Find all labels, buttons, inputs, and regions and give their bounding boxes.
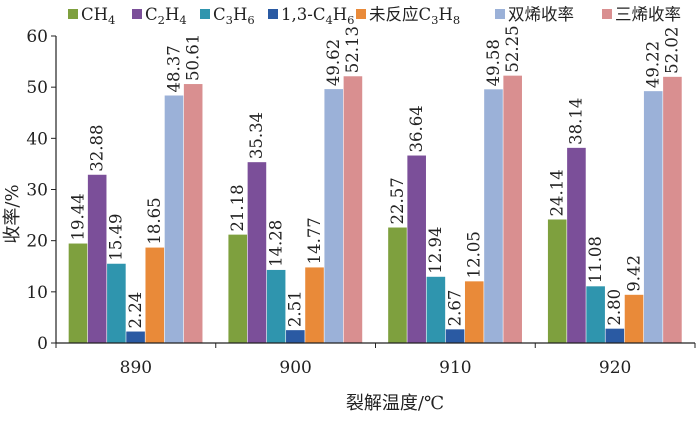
- bar: [266, 269, 286, 343]
- bar: [145, 247, 165, 343]
- bar: [547, 219, 567, 343]
- y-tick-label: 60: [26, 27, 48, 47]
- bar: [484, 89, 503, 343]
- x-tick-label: 900: [279, 358, 311, 378]
- data-label: 15.49: [107, 213, 126, 260]
- y-tick-label: 0: [37, 334, 48, 354]
- legend-label: 1,3-C4H6: [281, 5, 355, 27]
- bar: [126, 331, 145, 343]
- y-tick-label: 30: [26, 181, 48, 201]
- bar: [624, 294, 644, 343]
- bar: [445, 329, 465, 343]
- data-label: 2.80: [605, 289, 624, 326]
- axes: 0 10 20 30 40 50 60 890 900 910 920: [26, 27, 696, 378]
- bar: [464, 281, 484, 343]
- bar: [605, 328, 625, 343]
- y-tick-label: 40: [26, 129, 48, 149]
- data-label: 49.22: [644, 41, 663, 88]
- legend-swatch: [132, 9, 142, 19]
- x-tick-label: 890: [120, 358, 152, 378]
- legend-label: C2H4: [145, 5, 187, 27]
- y-axis-label: 收率/%: [2, 184, 23, 243]
- data-label: 38.14: [567, 98, 586, 145]
- legend-label: 未反应C3H8: [369, 5, 460, 27]
- data-label: 52.13: [343, 26, 362, 73]
- data-label: 18.65: [145, 197, 164, 244]
- legend-swatch: [68, 9, 78, 19]
- x-tick-label: 920: [599, 358, 631, 378]
- data-label: 9.42: [624, 255, 643, 292]
- bar: [228, 234, 248, 343]
- data-label: 12.94: [426, 227, 445, 274]
- data-label: 19.44: [68, 193, 87, 240]
- legend-label: CH4: [81, 5, 115, 27]
- data-label: 52.25: [503, 25, 522, 72]
- data-label: 35.34: [247, 112, 266, 159]
- bar: [305, 267, 324, 343]
- bar: [586, 286, 605, 343]
- bar: [107, 263, 126, 343]
- bar: [388, 227, 407, 343]
- data-label: 21.18: [228, 184, 247, 231]
- legend-swatch: [602, 9, 612, 19]
- bar: [663, 76, 682, 344]
- data-label: 49.62: [324, 39, 343, 86]
- legend-swatch: [495, 9, 505, 19]
- data-label: 12.05: [465, 231, 484, 278]
- data-label: 52.02: [663, 27, 682, 74]
- data-label: 22.57: [388, 177, 407, 224]
- bar: [183, 84, 203, 343]
- bar: [407, 155, 426, 343]
- data-label: 32.88: [87, 125, 106, 172]
- bar: [343, 76, 363, 344]
- data-label: 14.77: [305, 217, 324, 264]
- bar: [426, 276, 446, 343]
- legend-swatch: [268, 9, 278, 19]
- x-tick-label: 910: [439, 358, 471, 378]
- data-label: 36.64: [407, 105, 426, 152]
- legend: CH4 C2H4 C3H6 1,3-C4H6 未反应C3H8 双烯收率 三烯收率: [68, 5, 681, 27]
- plot-area: 19.44 32.88 15.49 2.24 18.65 48.37 50.61 21.18 3…: [68, 25, 682, 344]
- bar: [87, 174, 107, 343]
- bar: [324, 89, 344, 344]
- data-label: 49.58: [484, 39, 503, 86]
- bar: [503, 75, 522, 343]
- bar: [286, 330, 305, 343]
- y-tick-label: 50: [26, 78, 48, 98]
- data-label: 2.51: [286, 290, 305, 327]
- bar: [247, 162, 267, 343]
- data-label: 2.24: [126, 292, 145, 329]
- data-label: 24.14: [548, 169, 567, 216]
- data-label: 2.67: [445, 290, 464, 327]
- data-label: 48.37: [164, 45, 183, 92]
- y-tick-label: 20: [26, 232, 48, 252]
- data-label: 11.08: [586, 236, 605, 283]
- x-axis-label: 裂解温度/℃: [346, 393, 444, 414]
- bar: [164, 95, 184, 343]
- legend-swatch: [356, 9, 366, 19]
- legend-label: C3H6: [213, 5, 255, 27]
- bar: [68, 243, 88, 343]
- bar: [567, 147, 586, 343]
- legend-swatch: [200, 9, 210, 19]
- data-label: 50.61: [183, 34, 202, 81]
- bar: [643, 91, 663, 343]
- y-tick-label: 10: [26, 283, 48, 303]
- legend-label: 三烯收率: [615, 5, 681, 24]
- data-label: 14.28: [266, 220, 285, 267]
- legend-label: 双烯收率: [508, 5, 574, 24]
